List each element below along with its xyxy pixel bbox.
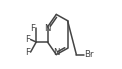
Text: F: F: [31, 24, 36, 33]
Text: F: F: [25, 35, 30, 44]
Text: N: N: [53, 48, 60, 57]
Text: N: N: [44, 24, 51, 33]
Text: Br: Br: [85, 50, 94, 59]
Text: F: F: [25, 48, 30, 57]
